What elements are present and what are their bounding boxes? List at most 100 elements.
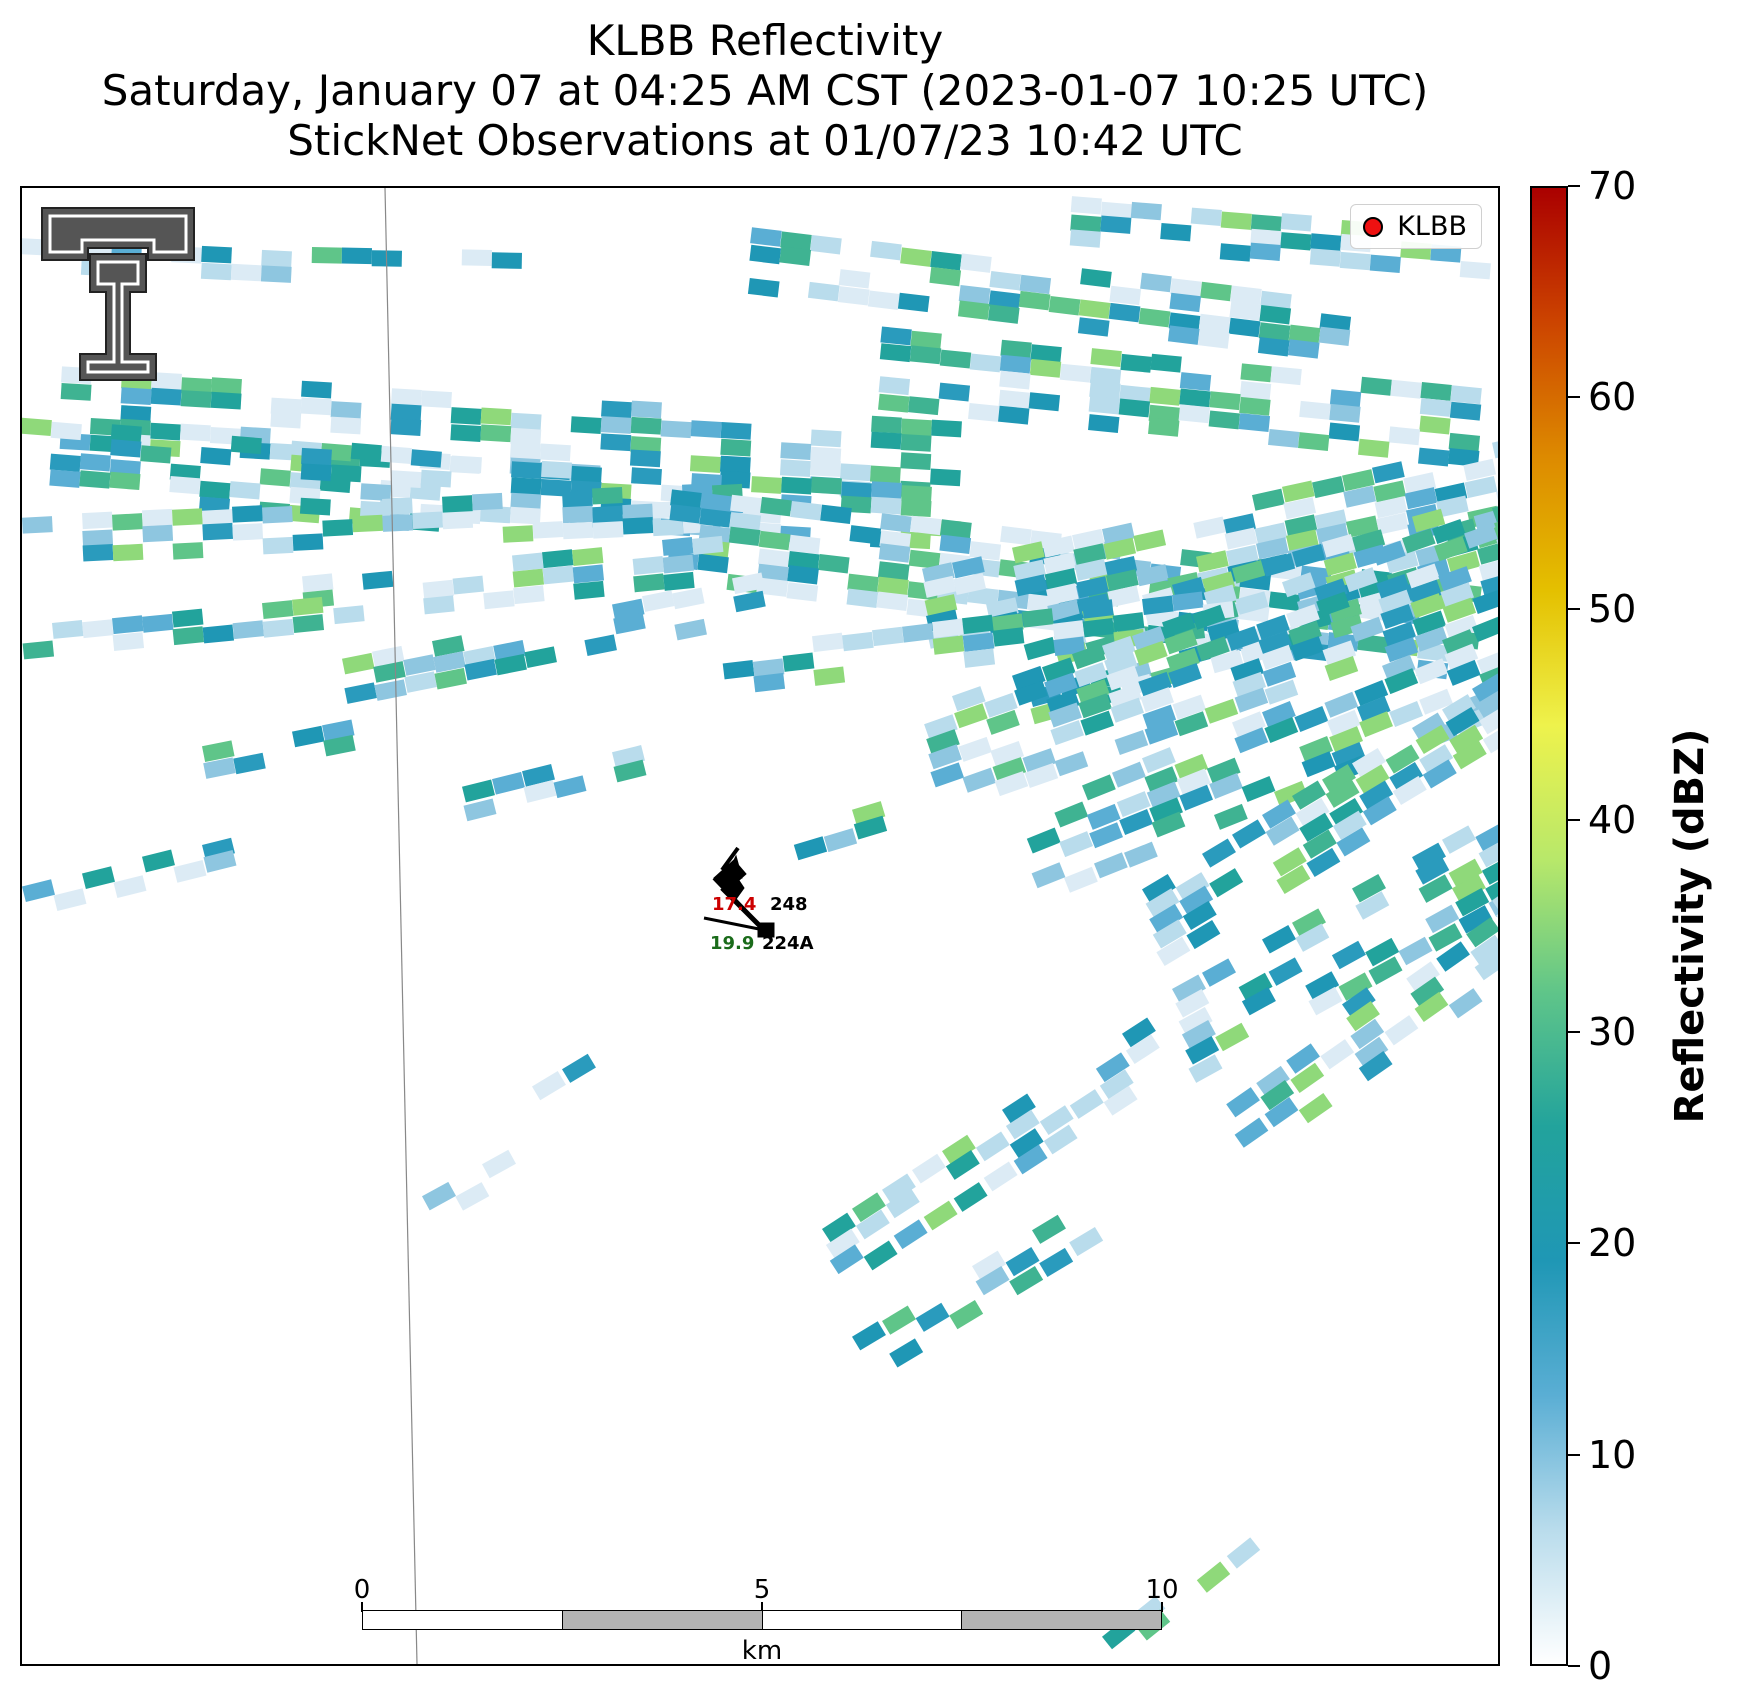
reflectivity-cell: [998, 389, 1031, 409]
reflectivity-cell: [1094, 852, 1128, 879]
reflectivity-cell: [292, 596, 324, 616]
reflectivity-cell: [410, 449, 442, 468]
reflectivity-cell: [1241, 986, 1276, 1016]
reflectivity-cell: [1022, 748, 1057, 774]
reflectivity-cell: [1436, 941, 1470, 972]
reflectivity-cell: [1108, 302, 1141, 323]
reflectivity-cell: [541, 460, 572, 479]
reflectivity-cell: [999, 354, 1032, 374]
reflectivity-cell: [901, 485, 932, 503]
reflectivity-cell: [1472, 588, 1498, 615]
reflectivity-cell: [1290, 1062, 1325, 1094]
reflectivity-cell: [1338, 972, 1373, 1001]
colorbar-tick-label: 50: [1588, 586, 1637, 631]
reflectivity-cell: [479, 505, 511, 524]
reflectivity-cell: [1414, 626, 1449, 652]
reflectivity-cell: [1414, 658, 1449, 685]
reflectivity-cell: [1264, 1096, 1299, 1128]
reflectivity-cell: [1046, 583, 1079, 606]
reflectivity-cell: [1265, 816, 1300, 846]
reflectivity-cell: [1368, 956, 1403, 985]
reflectivity-cell: [230, 263, 262, 282]
reflectivity-cell: [867, 290, 900, 310]
reflectivity-cell: [1390, 379, 1422, 399]
reflectivity-cell: [1078, 693, 1112, 719]
reflectivity-cell: [1466, 917, 1498, 948]
reflectivity-cell: [79, 453, 111, 472]
reflectivity-cell: [1005, 1109, 1040, 1140]
reflectivity-cell: [690, 420, 722, 438]
reflectivity-cell: [1144, 766, 1179, 793]
radar-map[interactable]: KLBB 17.4 248 19.9 224A: [20, 186, 1500, 1666]
reflectivity-cell: [1172, 974, 1206, 1004]
reflectivity-cell: [1283, 497, 1317, 520]
reflectivity-cell: [1280, 232, 1312, 251]
reflectivity-cell: [880, 513, 912, 533]
reflectivity-cell: [1019, 274, 1052, 295]
reflectivity-cell: [1491, 436, 1498, 459]
reflectivity-cell: [1419, 744, 1454, 774]
reflectivity-cell: [1209, 868, 1244, 898]
reflectivity-cell: [584, 634, 617, 656]
reflectivity-cell: [1074, 662, 1108, 688]
colorbar-tick-mark: [1568, 607, 1580, 610]
reflectivity-cell: [1048, 296, 1081, 316]
reflectivity-cell: [1138, 307, 1171, 328]
reflectivity-cell: [897, 292, 930, 313]
reflectivity-cell: [1052, 620, 1085, 640]
title-line-1: KLBB Reflectivity: [586, 16, 944, 65]
reflectivity-cell: [262, 505, 293, 524]
reflectivity-cell: [1009, 1266, 1044, 1296]
reflectivity-cell: [1024, 762, 1059, 789]
reflectivity-cell: [1354, 1036, 1389, 1068]
reflectivity-cell: [1418, 874, 1453, 903]
reflectivity-cell: [1106, 665, 1140, 691]
reflectivity-cell: [1479, 705, 1498, 735]
station-value-224A: 19.9: [710, 933, 755, 954]
reflectivity-cell: [300, 397, 332, 416]
reflectivity-cell: [1119, 809, 1153, 836]
reflectivity-cell: [341, 247, 372, 265]
map-legend: KLBB: [1350, 204, 1482, 249]
reflectivity-cell: [1156, 936, 1191, 967]
reflectivity-cell: [1167, 325, 1200, 345]
reflectivity-cell: [1357, 633, 1389, 654]
reflectivity-cell: [1440, 582, 1475, 608]
reflectivity-cell: [1419, 415, 1451, 435]
reflectivity-cell: [600, 433, 632, 452]
reflectivity-cell: [172, 542, 204, 560]
reflectivity-cell: [1107, 585, 1141, 608]
reflectivity-cell: [1270, 366, 1302, 386]
reflectivity-cell: [1148, 417, 1180, 437]
reflectivity-cell: [210, 391, 242, 410]
reflectivity-cell: [200, 262, 232, 281]
reflectivity-cell: [838, 269, 871, 289]
reflectivity-cell: [362, 570, 394, 590]
reflectivity-cell: [930, 251, 962, 271]
reflectivity-cell: [142, 524, 174, 543]
reflectivity-cell: [330, 416, 362, 435]
reflectivity-cell: [952, 686, 986, 712]
reflectivity-cell: [199, 480, 231, 500]
reflectivity-cell: [1134, 640, 1168, 666]
reflectivity-cell: [1119, 384, 1151, 404]
reflectivity-cell: [1258, 630, 1292, 656]
reflectivity-cell: [1442, 825, 1476, 854]
reflectivity-cell: [1294, 706, 1329, 733]
reflectivity-cell: [1475, 822, 1498, 852]
reflectivity-cell: [492, 771, 525, 795]
reflectivity-cell: [879, 343, 912, 363]
reflectivity-cell: [1331, 940, 1366, 970]
reflectivity-cell: [531, 1071, 566, 1101]
reflectivity-cell: [790, 500, 822, 521]
reflectivity-cell: [53, 888, 87, 912]
reflectivity-cell: [1250, 228, 1282, 248]
reflectivity-cell: [260, 265, 292, 283]
reflectivity-cell: [1362, 796, 1397, 826]
reflectivity-cell: [82, 619, 114, 639]
reflectivity-cell: [601, 400, 632, 419]
reflectivity-cell: [1080, 710, 1115, 736]
reflectivity-cell: [180, 390, 212, 408]
reflectivity-cell: [1160, 223, 1192, 242]
reflectivity-cell: [928, 744, 962, 770]
